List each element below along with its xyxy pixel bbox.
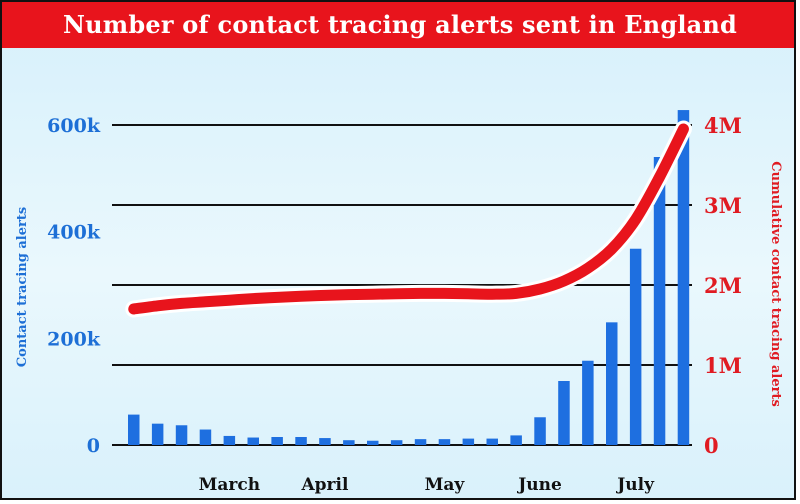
- bar: [343, 440, 355, 445]
- bar: [151, 423, 164, 445]
- x-tick-label: March: [199, 475, 261, 495]
- x-tick-label: May: [425, 475, 466, 495]
- right-tick-label: 2M: [704, 273, 742, 298]
- bar: [367, 440, 379, 445]
- bar: [414, 439, 427, 445]
- bar: [295, 437, 307, 445]
- bar: [175, 425, 188, 445]
- right-tick-label: 0: [704, 433, 719, 458]
- cumulative-line: [128, 123, 689, 315]
- right-tick-label: 1M: [704, 353, 742, 378]
- chart-title: Number of contact tracing alerts sent in…: [62, 10, 738, 39]
- bar: [438, 439, 451, 445]
- left-axis-ticks: 0 200k 400k 600k: [47, 115, 101, 457]
- bar: [247, 437, 259, 445]
- bar: [606, 322, 618, 445]
- bar: [558, 381, 570, 445]
- left-tick-label: 200k: [47, 328, 101, 350]
- bar: [390, 440, 403, 445]
- bar: [199, 429, 212, 445]
- bar-series: [128, 110, 690, 446]
- right-tick-label: 3M: [704, 193, 742, 218]
- x-axis-ticks: March April May June July: [199, 475, 656, 495]
- bar: [319, 438, 331, 445]
- x-tick-label: June: [516, 475, 562, 495]
- bar: [677, 110, 690, 446]
- gridlines: [112, 124, 692, 446]
- bar: [128, 414, 140, 445]
- bar: [582, 360, 594, 445]
- bar: [462, 438, 475, 445]
- left-tick-label: 400k: [47, 222, 101, 244]
- left-axis-label: Contact tracing alerts: [15, 207, 30, 367]
- bar: [534, 417, 546, 445]
- right-axis-ticks: 0 1M 2M 3M 4M: [704, 113, 742, 458]
- title-bar: [2, 2, 794, 48]
- bar: [629, 248, 642, 445]
- left-tick-label: 0: [87, 435, 100, 457]
- bar: [486, 438, 498, 445]
- right-tick-label: 4M: [704, 113, 742, 138]
- left-tick-label: 600k: [47, 115, 101, 137]
- bar: [653, 157, 666, 445]
- bar: [223, 435, 236, 445]
- right-axis-label: Cumulative contact tracing alerts: [768, 161, 783, 407]
- x-tick-label: July: [615, 475, 655, 495]
- bar: [271, 437, 283, 445]
- x-tick-label: April: [300, 475, 348, 495]
- bar: [510, 435, 522, 445]
- cumulative-line-series: [125, 120, 692, 318]
- cumulative-line-outline: [125, 120, 692, 318]
